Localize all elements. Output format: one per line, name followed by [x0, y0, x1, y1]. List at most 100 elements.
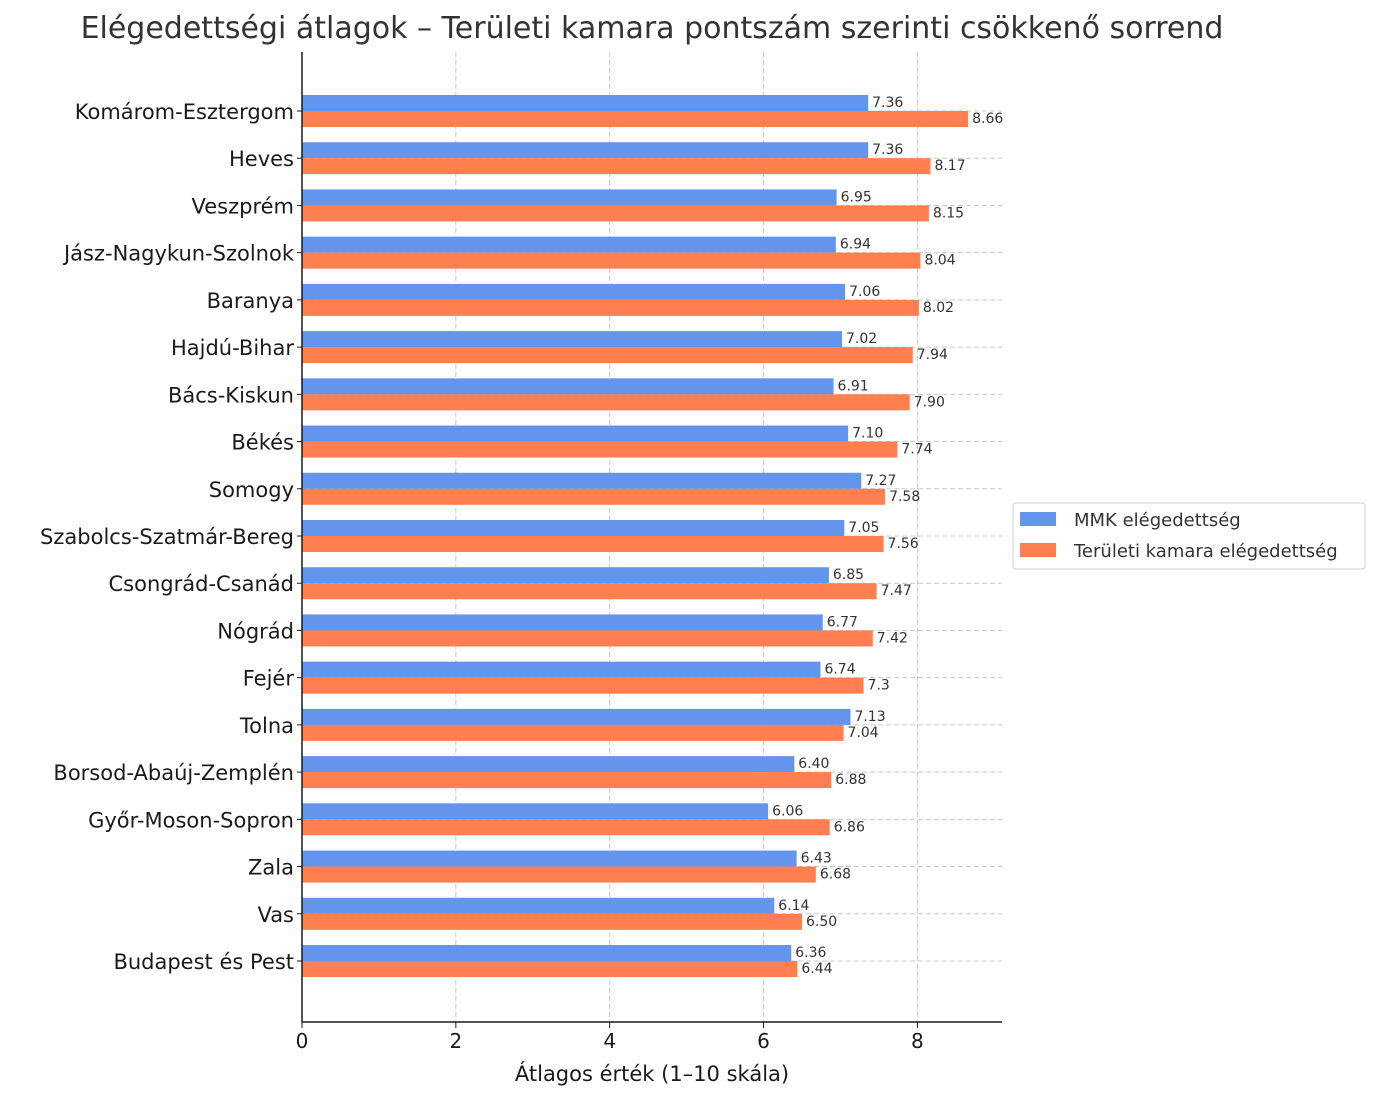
bar-mmk	[302, 708, 851, 725]
value-label: 6.40	[798, 756, 829, 772]
legend-frame	[1012, 502, 1366, 570]
category-label: Heves	[229, 147, 294, 171]
bar-teruleti	[302, 347, 913, 364]
bar-teruleti	[302, 677, 864, 694]
category-label: Tolna	[239, 714, 294, 738]
value-label: 6.91	[838, 378, 869, 394]
value-label: 7.94	[917, 347, 948, 363]
bar-mmk	[302, 331, 842, 348]
bar-teruleti	[302, 252, 921, 269]
value-label: 6.94	[840, 237, 871, 253]
legend-swatch-mmk	[1020, 512, 1056, 526]
value-label: 6.68	[820, 867, 851, 883]
bar-mmk	[302, 189, 837, 206]
value-label: 7.10	[852, 426, 883, 442]
chart-title: Elégedettségi átlagok – Területi kamara …	[81, 11, 1224, 46]
value-label: 6.77	[827, 614, 858, 630]
value-label: 7.90	[914, 394, 945, 410]
bar-teruleti	[302, 583, 877, 600]
value-label: 6.86	[834, 819, 865, 835]
bar-teruleti	[302, 441, 898, 458]
value-label: 7.04	[848, 725, 879, 741]
bar-teruleti	[302, 819, 830, 836]
value-label: 6.95	[841, 189, 872, 205]
bar-teruleti	[302, 158, 931, 175]
bar-mmk	[302, 236, 836, 253]
bar-mmk	[302, 425, 849, 442]
category-label: Veszprém	[192, 194, 295, 218]
bar-mmk	[302, 567, 829, 584]
value-label: 8.04	[924, 253, 955, 269]
value-label: 7.02	[846, 331, 877, 347]
bar-teruleti	[302, 488, 886, 505]
bar-teruleti	[302, 394, 910, 411]
category-label: Fejér	[243, 667, 295, 691]
bar-teruleti	[302, 111, 969, 127]
value-label: 6.88	[835, 772, 866, 788]
value-labels: 7.36 8.66 7.36 8.17 6.95 8.15 6.94 8.04 7.06 8.02…	[772, 95, 1003, 977]
bar-mmk	[302, 283, 846, 300]
axes: Komárom-Esztergom Heves Veszprém Jász-Nagyk…	[40, 52, 1002, 1053]
bar-teruleti	[302, 961, 798, 977]
value-label: 6.44	[801, 961, 832, 977]
bar-mmk	[302, 614, 823, 631]
category-label: Somogy	[209, 478, 294, 502]
bar-mmk	[302, 756, 795, 773]
bar-teruleti	[302, 866, 816, 883]
value-label: 6.50	[806, 914, 837, 930]
category-label: Baranya	[207, 289, 294, 313]
category-label: Bács-Kiskun	[168, 383, 294, 407]
bar-teruleti	[302, 299, 919, 316]
value-label: 8.66	[972, 111, 1003, 127]
category-label: Vas	[257, 903, 294, 927]
x-axis-title: Átlagos érték (1–10 skála)	[515, 1061, 789, 1086]
bar-teruleti	[302, 536, 884, 552]
value-label: 6.14	[778, 898, 809, 914]
value-label: 6.06	[772, 803, 803, 819]
x-tick-label: 0	[296, 1029, 309, 1053]
bar-mmk	[302, 520, 845, 536]
category-label: Nógrád	[217, 619, 294, 643]
bar-mmk	[302, 897, 775, 914]
bar-mmk	[302, 945, 792, 961]
x-tick-label: 4	[603, 1029, 616, 1053]
legend-swatch-teruleti	[1020, 543, 1056, 557]
value-label: 8.02	[923, 300, 954, 316]
category-label: Zala	[248, 856, 294, 880]
legend-label-mmk: MMK elégedettség	[1074, 510, 1241, 531]
category-label: Borsod-Abaúj-Zemplén	[53, 761, 294, 785]
value-label: 7.58	[889, 489, 920, 505]
value-label: 7.74	[901, 442, 932, 458]
value-label: 7.13	[854, 709, 885, 725]
value-label: 8.15	[933, 205, 964, 221]
x-tick-label: 2	[449, 1029, 462, 1053]
value-label: 7.56	[888, 536, 919, 552]
value-label: 7.47	[881, 583, 912, 599]
category-label: Szabolcs-Szatmár-Bereg	[40, 525, 294, 549]
value-label: 8.17	[934, 158, 965, 174]
bar-mmk	[302, 850, 797, 867]
category-label: Békés	[231, 431, 294, 455]
value-label: 7.36	[872, 142, 903, 158]
bar-mmk	[302, 803, 769, 820]
legend: MMK elégedettség Területi kamara elégede…	[1012, 502, 1366, 570]
bar-mmk	[302, 661, 821, 678]
category-label: Hajdú-Bihar	[171, 336, 294, 360]
bars	[302, 95, 969, 977]
bar-mmk	[302, 378, 834, 395]
category-label: Budapest és Pest	[113, 950, 294, 974]
category-label: Győr-Moson-Sopron	[88, 808, 294, 832]
category-label: Csongrád-Csanád	[109, 572, 294, 596]
bar-mmk	[302, 95, 869, 111]
value-label: 7.36	[872, 95, 903, 111]
value-label: 6.85	[833, 567, 864, 583]
bar-teruleti	[302, 913, 802, 930]
value-label: 7.05	[848, 520, 879, 536]
bar-teruleti	[302, 724, 844, 741]
category-label: Komárom-Esztergom	[75, 100, 294, 124]
x-tick-label: 8	[911, 1029, 924, 1053]
bar-teruleti	[302, 205, 929, 222]
value-label: 7.27	[865, 473, 896, 489]
category-label: Jász-Nagykun-Szolnok	[62, 242, 295, 266]
